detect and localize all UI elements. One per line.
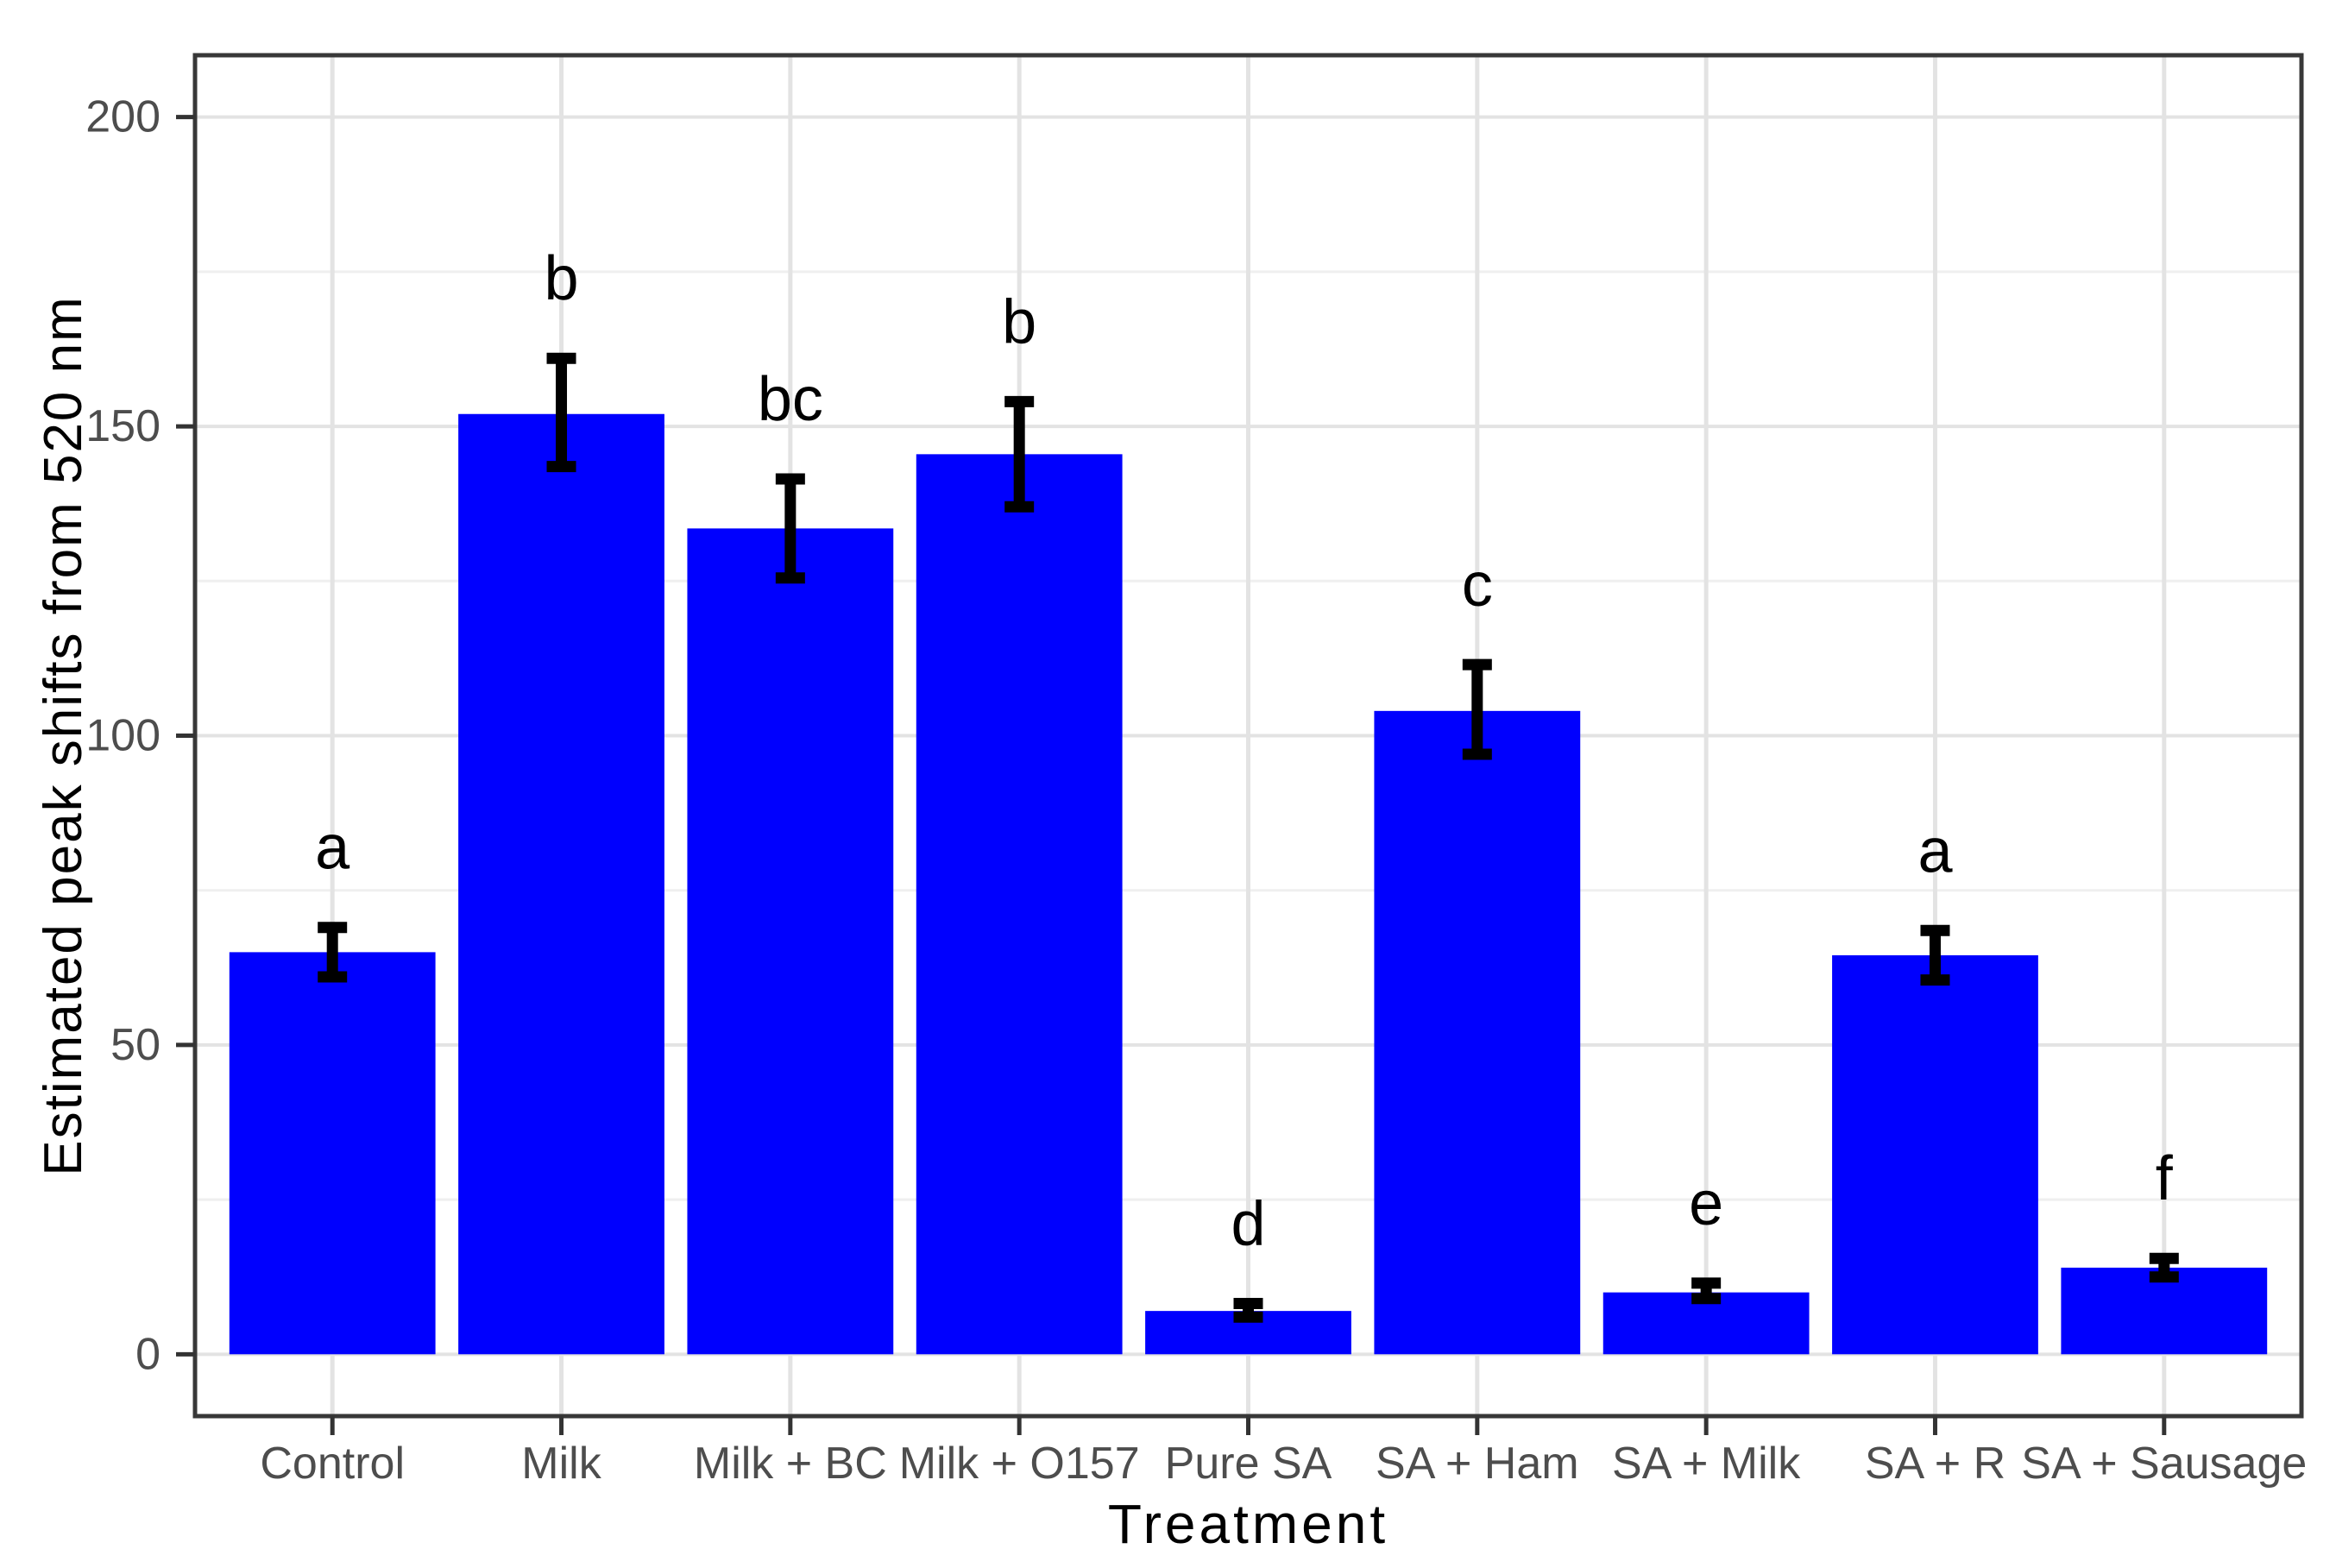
error-bar xyxy=(1004,395,1035,513)
bar-control xyxy=(229,952,436,1355)
sig-letter: bc xyxy=(758,365,823,434)
y-tick-label: 50 xyxy=(110,1020,161,1070)
sig-letter: b xyxy=(1002,287,1036,356)
sig-letter: e xyxy=(1689,1169,1723,1238)
x-tick-label: Milk xyxy=(521,1439,601,1489)
y-tick-label: 100 xyxy=(85,711,161,761)
error-bar xyxy=(1691,1277,1722,1305)
error-bar xyxy=(2149,1252,2179,1283)
y-tick-label: 150 xyxy=(85,401,161,451)
x-axis-title: Treatment xyxy=(1108,1493,1388,1555)
y-axis-title: Estimated peak shifts from 520 nm xyxy=(34,295,93,1176)
x-tick-label: Pure SA xyxy=(1165,1439,1332,1489)
y-tick-label: 200 xyxy=(85,92,161,142)
x-tick-label: SA + Ham xyxy=(1376,1439,1579,1489)
bar-milk xyxy=(458,413,664,1355)
sig-letter: a xyxy=(315,814,350,883)
x-tick-label: Milk + BC xyxy=(694,1439,887,1489)
bars xyxy=(229,413,2268,1355)
x-tick-label: SA + Milk xyxy=(1612,1439,1801,1489)
x-tick-label: SA + Sausage xyxy=(2021,1439,2307,1489)
error-bar xyxy=(1462,658,1492,760)
error-bar xyxy=(1920,924,1950,986)
sig-letter: f xyxy=(2156,1144,2174,1213)
error-bar xyxy=(775,473,805,584)
sig-letter: c xyxy=(1462,551,1493,620)
error-bar xyxy=(546,352,576,473)
bar-sa-r xyxy=(1832,954,2038,1355)
sig-letter: b xyxy=(544,244,578,313)
significance-letters: a b bc b d c e a f xyxy=(315,244,2174,1258)
error-bar xyxy=(1233,1298,1263,1323)
bar-sa-ham xyxy=(1374,710,1581,1355)
bar-milk-o157 xyxy=(916,454,1123,1355)
x-tick-label: Control xyxy=(260,1439,405,1489)
bar-milk-bc xyxy=(687,528,894,1355)
y-tick-label: 0 xyxy=(135,1329,161,1379)
error-bar xyxy=(318,922,348,983)
x-axis: Control Milk Milk + BC Milk + O157 Pure SA SA… xyxy=(260,1416,2307,1489)
x-tick-label: SA + R xyxy=(1865,1439,2005,1489)
error-bars xyxy=(318,352,2179,1323)
x-tick-label: Milk + O157 xyxy=(899,1439,1140,1489)
y-axis: 0 50 100 150 200 xyxy=(85,92,195,1379)
sig-letter: a xyxy=(1917,816,1953,885)
sig-letter: d xyxy=(1231,1190,1265,1259)
